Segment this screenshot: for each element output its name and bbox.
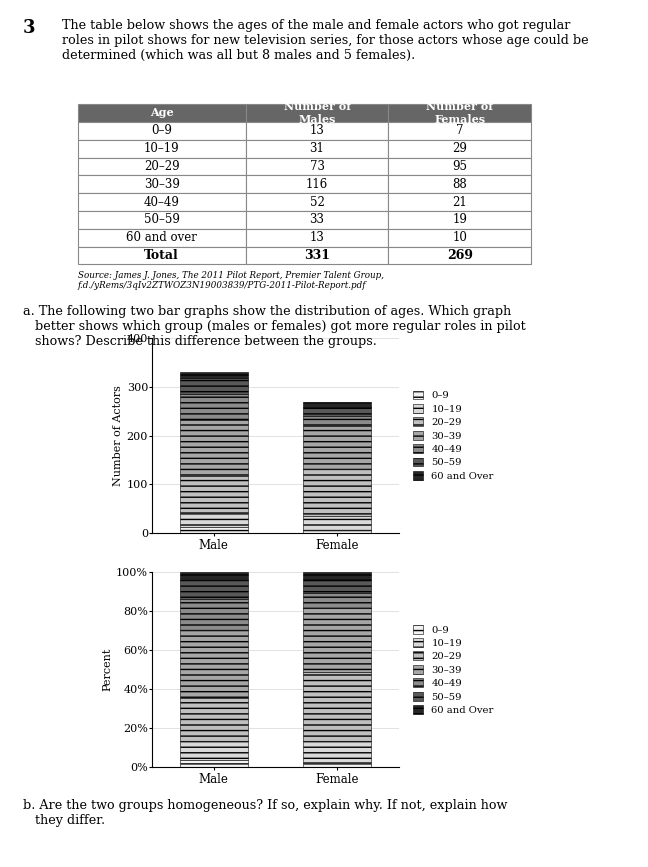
Y-axis label: Number of Actors: Number of Actors — [113, 385, 122, 486]
Text: 20–29: 20–29 — [144, 160, 179, 173]
FancyBboxPatch shape — [78, 246, 246, 264]
Text: Total: Total — [145, 249, 179, 262]
Bar — [180, 580, 248, 599]
Text: 40–49: 40–49 — [144, 196, 179, 209]
Bar — [180, 630, 248, 698]
Bar — [180, 394, 248, 420]
Bar — [303, 469, 371, 516]
Text: a. The following two bar graphs show the distribution of ages. Which graph
   be: a. The following two bar graphs show the… — [23, 305, 526, 349]
FancyBboxPatch shape — [389, 211, 531, 229]
FancyBboxPatch shape — [78, 211, 246, 229]
Bar — [303, 593, 371, 609]
Bar — [180, 512, 248, 527]
Bar — [180, 527, 248, 533]
Text: 31: 31 — [310, 142, 325, 155]
Text: 95: 95 — [452, 160, 467, 173]
Text: 50–59: 50–59 — [144, 213, 179, 226]
Bar — [303, 579, 371, 593]
Bar — [180, 476, 248, 512]
Y-axis label: Percent: Percent — [102, 648, 112, 692]
FancyBboxPatch shape — [389, 229, 531, 246]
Text: 116: 116 — [306, 178, 328, 191]
Text: 3: 3 — [23, 19, 35, 37]
Bar — [180, 698, 248, 741]
FancyBboxPatch shape — [78, 140, 246, 158]
FancyBboxPatch shape — [246, 193, 389, 211]
FancyBboxPatch shape — [246, 229, 389, 246]
Bar — [180, 420, 248, 476]
Text: 7: 7 — [456, 124, 464, 137]
Bar — [180, 599, 248, 630]
FancyBboxPatch shape — [389, 104, 531, 122]
FancyBboxPatch shape — [389, 175, 531, 193]
FancyBboxPatch shape — [389, 193, 531, 211]
FancyBboxPatch shape — [78, 104, 246, 122]
FancyBboxPatch shape — [246, 211, 389, 229]
Text: The table below shows the ages of the male and female actors who got regular
rol: The table below shows the ages of the ma… — [62, 19, 588, 62]
Text: Number of
Males: Number of Males — [284, 101, 351, 126]
Bar — [303, 407, 371, 416]
Bar — [303, 402, 371, 407]
Bar — [180, 572, 248, 580]
Text: 13: 13 — [310, 124, 325, 137]
FancyBboxPatch shape — [389, 140, 531, 158]
Text: 13: 13 — [310, 231, 325, 244]
Text: 0–9: 0–9 — [151, 124, 172, 137]
Text: b. Are the two groups homogeneous? If so, explain why. If not, explain how
   th: b. Are the two groups homogeneous? If so… — [23, 799, 507, 827]
Text: 33: 33 — [310, 213, 325, 226]
Text: 269: 269 — [447, 249, 473, 262]
Text: 52: 52 — [310, 196, 325, 209]
Bar — [303, 762, 371, 767]
Bar — [303, 672, 371, 741]
Bar — [303, 416, 371, 427]
FancyBboxPatch shape — [246, 158, 389, 175]
Legend: 0–9, 10–19, 20–29, 30–39, 40–49, 50–59, 60 and Over: 0–9, 10–19, 20–29, 30–39, 40–49, 50–59, … — [413, 390, 494, 481]
Text: Age: Age — [150, 108, 174, 119]
FancyBboxPatch shape — [78, 175, 246, 193]
Text: 19: 19 — [452, 213, 467, 226]
FancyBboxPatch shape — [389, 246, 531, 264]
FancyBboxPatch shape — [78, 122, 246, 140]
Bar — [180, 759, 248, 767]
Bar — [303, 741, 371, 762]
Legend: 0–9, 10–19, 20–29, 30–39, 40–49, 50–59, 60 and Over: 0–9, 10–19, 20–29, 30–39, 40–49, 50–59, … — [413, 624, 494, 715]
Text: 331: 331 — [304, 249, 330, 262]
FancyBboxPatch shape — [246, 175, 389, 193]
FancyBboxPatch shape — [246, 246, 389, 264]
FancyBboxPatch shape — [78, 193, 246, 211]
Bar — [180, 372, 248, 378]
Bar — [303, 530, 371, 533]
FancyBboxPatch shape — [389, 158, 531, 175]
Text: 30–39: 30–39 — [144, 178, 179, 191]
FancyBboxPatch shape — [246, 140, 389, 158]
FancyBboxPatch shape — [389, 122, 531, 140]
Bar — [303, 516, 371, 530]
Text: 29: 29 — [452, 142, 467, 155]
Text: 10: 10 — [452, 231, 467, 244]
Text: 60 and over: 60 and over — [126, 231, 197, 244]
Text: 73: 73 — [310, 160, 325, 173]
Bar — [303, 572, 371, 579]
Text: Number of
Females: Number of Females — [426, 101, 493, 126]
Bar — [180, 741, 248, 759]
Text: 21: 21 — [452, 196, 467, 209]
Text: 88: 88 — [452, 178, 467, 191]
Bar — [303, 427, 371, 469]
Text: Source: James J. Jones, The 2011 Pilot Report, Premier Talent Group,
f.d./yRems/: Source: James J. Jones, The 2011 Pilot R… — [78, 271, 384, 290]
FancyBboxPatch shape — [78, 158, 246, 175]
FancyBboxPatch shape — [78, 229, 246, 246]
FancyBboxPatch shape — [246, 122, 389, 140]
Text: 10–19: 10–19 — [144, 142, 179, 155]
Bar — [303, 609, 371, 672]
Bar — [180, 378, 248, 394]
FancyBboxPatch shape — [246, 104, 389, 122]
